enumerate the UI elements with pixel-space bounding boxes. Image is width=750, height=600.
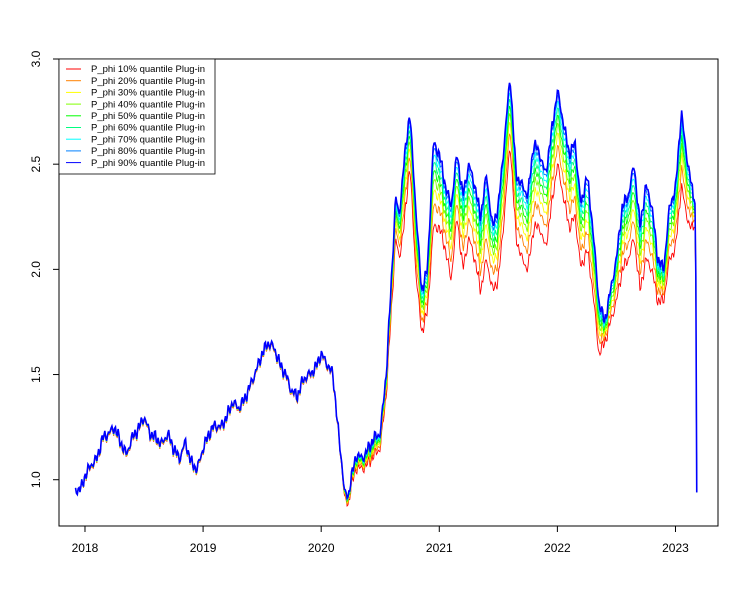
legend-label-3: P_phi 30% quantile Plug-in xyxy=(91,88,205,99)
x-tick-label: 2019 xyxy=(190,541,217,555)
y-tick-label: 2.0 xyxy=(29,261,43,278)
y-tick-label: 1.5 xyxy=(29,366,43,383)
x-tick-label: 2023 xyxy=(662,541,689,555)
x-tick-label: 2022 xyxy=(544,541,571,555)
y-tick-label: 1.0 xyxy=(29,471,43,488)
legend-label-9: P_phi 90% quantile Plug-in xyxy=(91,158,205,169)
legend-label-5: P_phi 50% quantile Plug-in xyxy=(91,111,205,122)
legend-label-2: P_phi 20% quantile Plug-in xyxy=(91,76,205,87)
legend-label-8: P_phi 80% quantile Plug-in xyxy=(91,146,205,157)
legend-label-1: P_phi 10% quantile Plug-in xyxy=(91,64,205,75)
legend-label-4: P_phi 40% quantile Plug-in xyxy=(91,99,205,110)
series-line-9 xyxy=(74,82,698,501)
legend-label-6: P_phi 60% quantile Plug-in xyxy=(91,123,205,134)
series-lines xyxy=(74,82,698,507)
y-tick-label: 3.0 xyxy=(29,50,43,67)
x-axis: 2018 2019 2020 2021 2022 2023 xyxy=(72,525,689,555)
x-tick-label: 2021 xyxy=(426,541,453,555)
legend-label-7: P_phi 70% quantile Plug-in xyxy=(91,134,205,145)
y-tick-label: 2.5 xyxy=(29,156,43,173)
x-tick-label: 2020 xyxy=(308,541,335,555)
legend-box xyxy=(58,58,216,175)
x-tick-label: 2018 xyxy=(72,541,99,555)
legend: P_phi 10% quantile Plug-inP_phi 20% quan… xyxy=(58,58,216,175)
y-axis: 1.0 1.5 2.0 2.5 3.0 xyxy=(29,50,60,488)
